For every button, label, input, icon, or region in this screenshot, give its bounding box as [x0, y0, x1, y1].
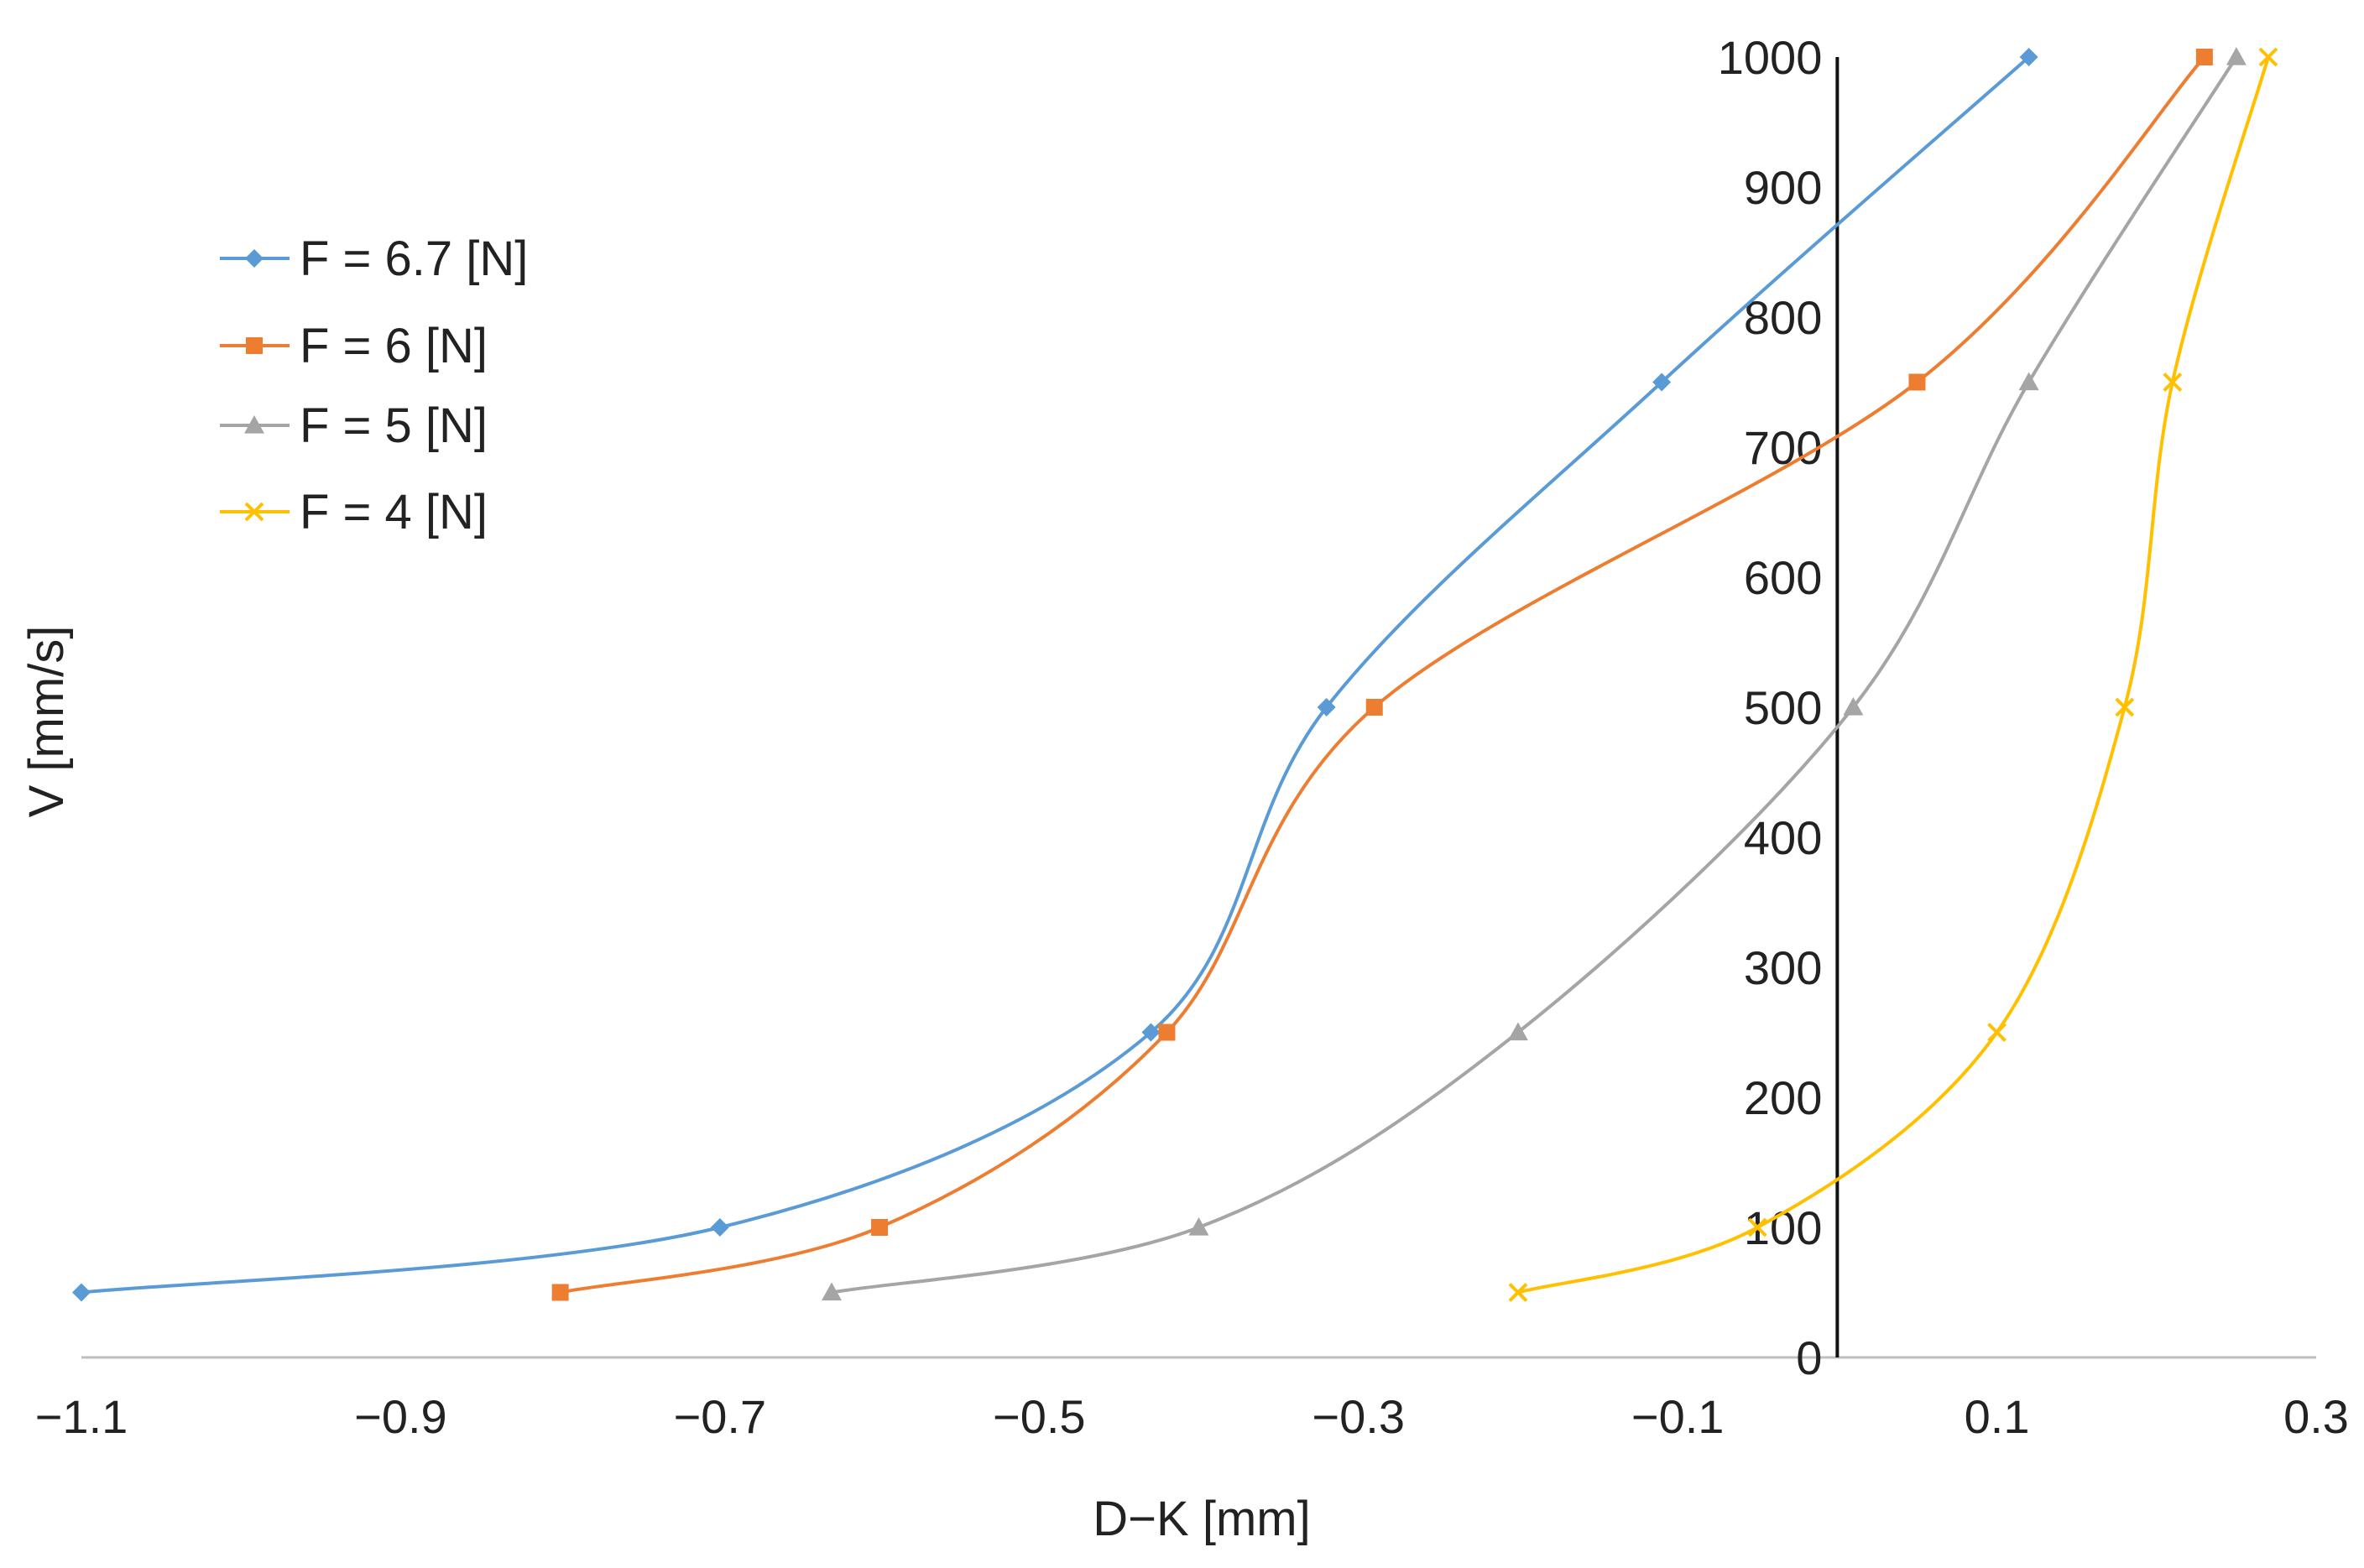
data-point [72, 1283, 91, 1302]
y-tick-label: 800 [1744, 291, 1822, 344]
data-point [1987, 1023, 2007, 1042]
x-tick-label: 0.3 [2283, 1390, 2349, 1443]
data-point [1908, 373, 1926, 391]
x-tick-label: −0.7 [674, 1390, 767, 1443]
y-tick-label: 300 [1744, 941, 1822, 994]
x-axis-title: D−K [mm] [1093, 1492, 1310, 1546]
series-1 [72, 48, 2038, 1302]
data-point [1507, 1022, 1528, 1041]
data-point [1141, 1023, 1161, 1042]
legend-label: F = 6 [N] [300, 319, 488, 373]
data-point [1317, 698, 1336, 716]
series-3 [822, 47, 2247, 1301]
y-tick-label: 700 [1744, 421, 1822, 474]
data-point [822, 1282, 843, 1301]
series-2 [551, 49, 2213, 1301]
x-tick-labels: −1.1 −0.9 −0.7 −0.5 −0.3 −0.1 0.1 0.3 [35, 1390, 2349, 1443]
data-point [551, 1284, 569, 1301]
data-point [1188, 1217, 1209, 1236]
x-tick-label: −0.5 [993, 1390, 1086, 1443]
data-point [2018, 372, 2039, 391]
data-point [1508, 1283, 1528, 1302]
series-line [831, 55, 2238, 1295]
legend-marker [244, 502, 264, 522]
y-tick-label: 600 [1744, 551, 1822, 604]
y-tick-label: 0 [1796, 1331, 1822, 1384]
x-tick-label: 0.1 [1965, 1390, 2030, 1443]
y-tick-label: 400 [1744, 811, 1822, 864]
x-tick-label: −0.1 [1631, 1390, 1725, 1443]
data-point [710, 1218, 729, 1237]
legend-item: F = 6 [N] [220, 319, 488, 373]
legend-marker [246, 337, 263, 354]
legend-item: F = 5 [N] [220, 399, 488, 453]
series-line [81, 55, 2030, 1295]
x-tick-label: −0.9 [354, 1390, 447, 1443]
series-layer [72, 47, 2278, 1302]
data-point [2115, 697, 2135, 717]
legend-item: F = 6.7 [N] [220, 232, 528, 286]
y-tick-label: 1000 [1718, 31, 1823, 84]
legend-label: F = 5 [N] [300, 399, 488, 453]
series-line [1517, 56, 2270, 1295]
data-point [1843, 697, 1864, 716]
y-tick-label: 500 [1744, 681, 1822, 734]
data-point [871, 1219, 889, 1236]
x-tick-label: −1.1 [35, 1390, 128, 1443]
data-point [2226, 47, 2247, 65]
y-tick-label: 900 [1744, 161, 1822, 214]
data-point [1365, 699, 1383, 716]
y-axis-title: V [mm/s] [19, 626, 74, 818]
data-point [2195, 49, 2213, 65]
x-tick-label: −0.3 [1312, 1390, 1405, 1443]
legend-label: F = 6.7 [N] [300, 232, 528, 286]
y-tick-label: 200 [1744, 1071, 1822, 1124]
legend: F = 6.7 [N] F = 6 [N] F = 5 [N] F = 4 [N] [220, 232, 528, 539]
legend-label: F = 4 [N] [300, 485, 488, 539]
legend-marker [244, 415, 264, 434]
data-point [1158, 1024, 1176, 1041]
data-point [2258, 47, 2278, 67]
data-point [2019, 48, 2038, 66]
data-point [2163, 372, 2183, 392]
data-point [1747, 1217, 1767, 1237]
series-line [560, 55, 2206, 1295]
series-4 [1508, 47, 2278, 1302]
legend-item: F = 4 [N] [220, 485, 488, 539]
legend-marker [245, 249, 264, 268]
data-point [1652, 372, 1672, 392]
